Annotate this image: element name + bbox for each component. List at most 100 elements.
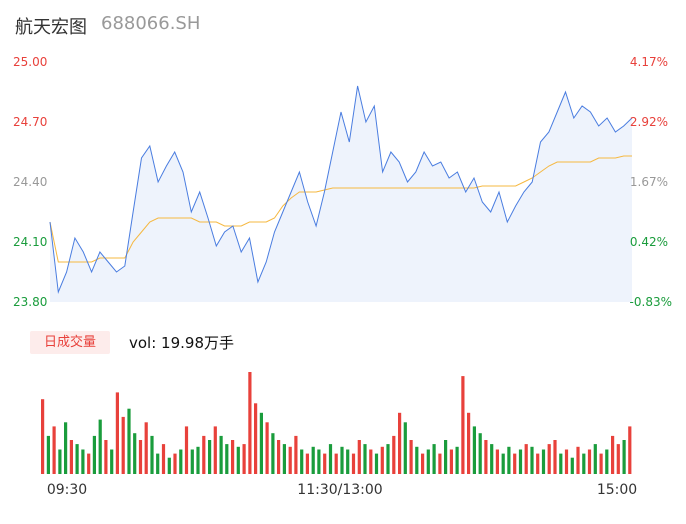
time-tick: 15:00 (597, 482, 637, 498)
volume-bar (202, 435, 206, 474)
volume-bar (536, 453, 540, 474)
volume-bar (133, 433, 137, 474)
volume-bar (294, 435, 298, 474)
volume-bar (386, 444, 390, 474)
volume-bar (518, 449, 523, 474)
volume-bar (173, 453, 177, 474)
volume-bar (248, 372, 252, 474)
volume-bar (58, 449, 62, 474)
volume-bars (41, 372, 632, 474)
volume-value: vol: 19.98万手 (129, 334, 234, 352)
volume-bar (317, 449, 321, 474)
volume-bar (421, 453, 425, 474)
volume-bar (115, 392, 119, 474)
volume-bar (346, 449, 350, 474)
volume-bar (495, 449, 499, 474)
volume-bar (484, 440, 488, 474)
volume-bar (467, 412, 471, 474)
volume-bar (288, 446, 292, 474)
volume-bar (121, 416, 125, 474)
price-area (49, 85, 633, 302)
volume-bar (328, 444, 333, 474)
percent-tick: 0.42% (630, 235, 668, 249)
volume-bar (564, 449, 569, 474)
volume-bar (380, 446, 384, 474)
price-tick: 24.10 (13, 235, 47, 249)
price-tick: 25.00 (13, 55, 47, 69)
volume-bar (438, 453, 442, 474)
percent-tick: 2.92% (630, 115, 668, 129)
volume-bar (75, 444, 79, 474)
volume-bar (265, 422, 269, 474)
volume-bar (513, 453, 517, 474)
volume-bar (628, 426, 632, 474)
volume-bar (530, 446, 534, 474)
volume-bar (156, 453, 160, 474)
volume-bar (369, 449, 373, 474)
volume-bar (622, 440, 626, 474)
time-tick: 11:30/13:00 (297, 482, 382, 498)
volume-bar (323, 453, 327, 474)
volume-bar (582, 453, 586, 474)
percent-tick: 1.67% (630, 175, 668, 189)
volume-bar (363, 444, 367, 474)
volume-bar (98, 419, 102, 474)
volume-bar (271, 433, 275, 474)
volume-bar (231, 440, 235, 474)
volume-bar (576, 446, 580, 474)
volume-bar (81, 449, 85, 474)
volume-bar (190, 449, 194, 474)
volume-bar (490, 444, 494, 474)
volume-bar (472, 426, 476, 474)
volume-badge[interactable]: 日成交量 (30, 331, 110, 354)
volume-bar (524, 444, 528, 474)
volume-bar (144, 422, 148, 474)
volume-badge-label: 日成交量 (43, 335, 96, 350)
volume-bar (611, 435, 615, 474)
volume-bar (605, 449, 609, 474)
volume-bar (92, 435, 96, 474)
stock-name: 航天宏图 (15, 17, 87, 38)
volume-bar (208, 440, 212, 474)
volume-bar (41, 399, 45, 474)
volume-bar (501, 453, 505, 474)
volume-bar (357, 440, 361, 474)
volume-bar (415, 446, 419, 474)
volume-bar (87, 453, 91, 474)
volume-bar (110, 449, 114, 474)
volume-bar (553, 440, 557, 474)
volume-bar (409, 440, 413, 474)
price-tick: 23.80 (13, 295, 47, 309)
volume-bar (138, 440, 143, 474)
volume-bar (599, 453, 603, 474)
volume-bar (444, 440, 448, 474)
volume-bar (455, 446, 459, 474)
volume-bar (52, 426, 56, 474)
volume-bar (64, 422, 68, 474)
price-axis: 25.00 24.70 24.40 24.10 23.80 (13, 55, 47, 309)
volume-bar (213, 426, 217, 474)
volume-bar (254, 403, 258, 474)
volume-bar (282, 444, 286, 474)
volume-bar (374, 453, 379, 474)
volume-bar (259, 412, 263, 474)
volume-bar (196, 446, 200, 474)
volume-bar (334, 453, 338, 474)
volume-bar (311, 446, 315, 474)
volume-bar (184, 426, 189, 474)
volume-bar (351, 453, 356, 474)
volume-bar (150, 435, 154, 474)
volume-bar (507, 446, 511, 474)
volume-bar (392, 435, 396, 474)
volume-bar (449, 449, 453, 474)
volume-bar (559, 453, 563, 474)
percent-axis: 4.17% 2.92% 1.67% 0.42% -0.83% (630, 55, 672, 309)
volume-bar (547, 444, 551, 474)
stock-code: 688066.SH (101, 13, 201, 34)
volume-bar (541, 449, 546, 474)
volume-bar (340, 446, 344, 474)
price-area-fill (50, 86, 632, 302)
volume-bar (219, 435, 223, 474)
volume-bar (300, 449, 304, 474)
